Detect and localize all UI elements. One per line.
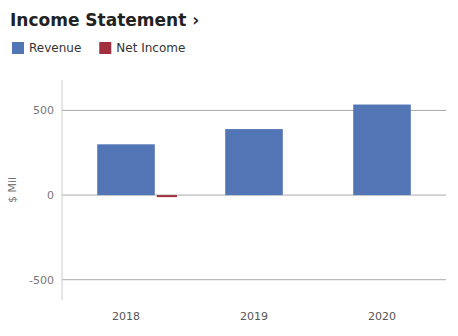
x-tick-label: 2019 <box>240 310 268 323</box>
bar <box>353 105 411 196</box>
legend-swatch <box>99 42 111 54</box>
y-axis-label: $ Mil <box>6 177 19 203</box>
y-tick-label: 0 <box>47 189 54 202</box>
title: Income Statement › <box>10 10 199 30</box>
legend-label: Net Income <box>116 41 185 55</box>
grid-line <box>62 279 446 280</box>
bars <box>97 105 411 198</box>
legend-swatch <box>12 42 24 54</box>
y-axis-line <box>62 80 63 300</box>
chart-svg: Income Statement › Revenue Net Income 500 0 -… <box>0 0 458 336</box>
y-tick-label: 500 <box>33 104 54 117</box>
legend-label: Revenue <box>29 41 81 55</box>
bar <box>97 144 155 195</box>
bar <box>157 195 177 197</box>
x-tick-label: 2018 <box>112 310 140 323</box>
bar <box>225 129 283 195</box>
y-tick-label: -500 <box>29 274 54 287</box>
chart-container: Income Statement › Revenue Net Income 500 0 -… <box>0 0 458 336</box>
background <box>0 0 458 336</box>
x-tick-label: 2020 <box>368 310 396 323</box>
legend: Revenue Net Income <box>12 41 185 55</box>
